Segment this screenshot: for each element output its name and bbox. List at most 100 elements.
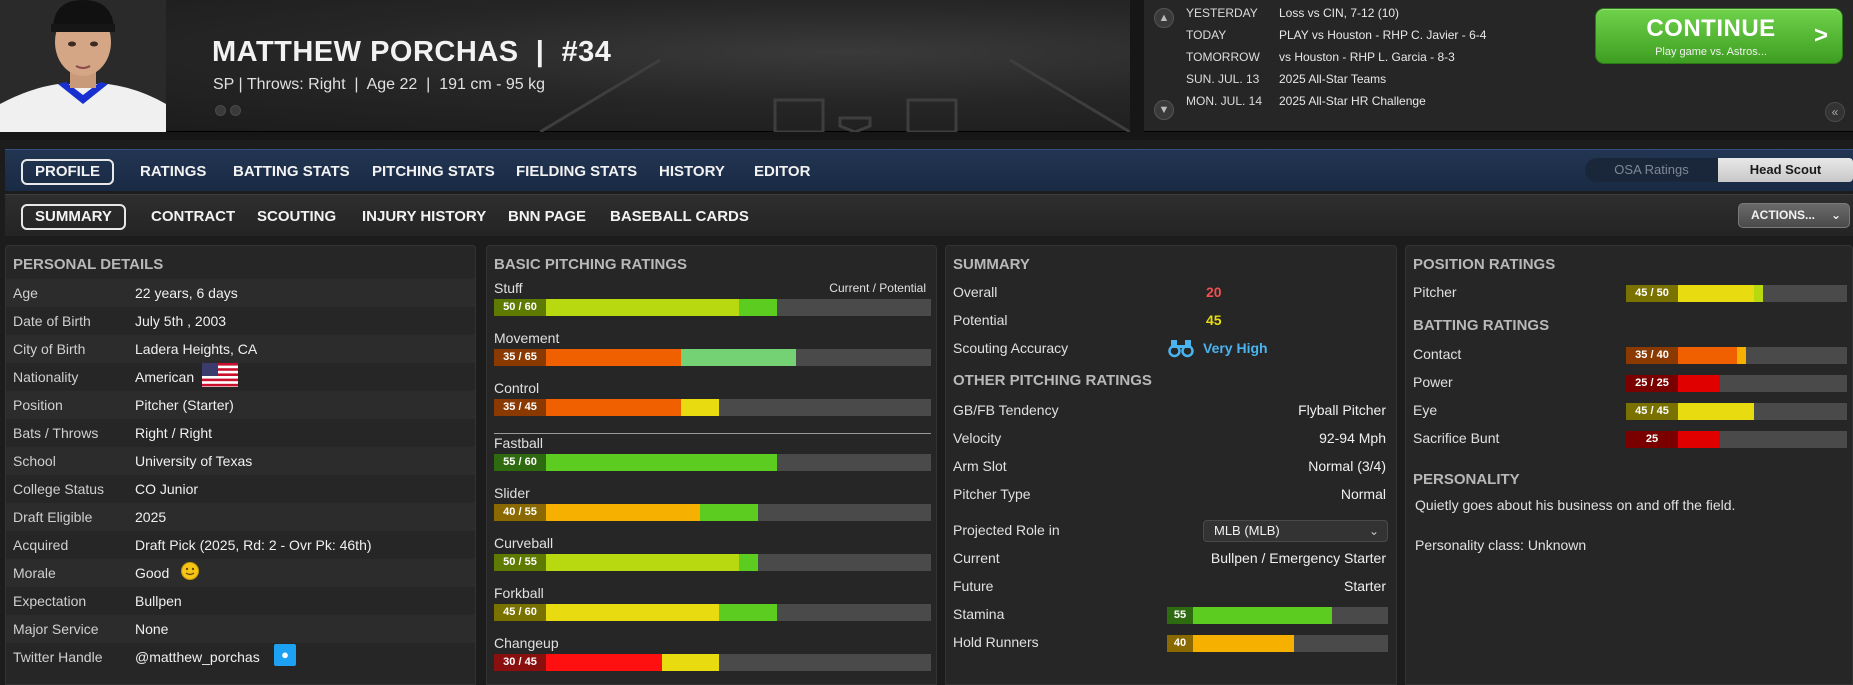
detail-value: Good xyxy=(135,565,170,581)
current-role-value: Bullpen / Emergency Starter xyxy=(1210,550,1386,566)
rating-label-movement: Movement xyxy=(494,330,560,346)
schedule-row[interactable]: SUN. JUL. 13 2025 All-Star Teams xyxy=(1186,72,1386,86)
detail-value: Right / Right xyxy=(135,425,213,441)
tab-fielding-stats[interactable]: FIELDING STATS xyxy=(516,163,638,180)
chevron-up-icon[interactable]: ▲ xyxy=(1154,8,1174,28)
rating-label-contact: Contact xyxy=(1413,346,1462,362)
projected-role-select[interactable]: MLB (MLB) ⌄ xyxy=(1203,520,1388,542)
chevron-down-icon: ⌄ xyxy=(1830,208,1841,222)
current-fill xyxy=(546,504,700,521)
rating-bar: 50 / 55 xyxy=(494,554,931,571)
schedule-row[interactable]: YESTERDAY Loss vs CIN, 7-12 (10) xyxy=(1186,6,1399,20)
rating-badge: 25 xyxy=(1626,431,1678,448)
subtab-baseball-cards[interactable]: BASEBALL CARDS xyxy=(610,208,749,225)
schedule-day: MON. JUL. 14 xyxy=(1186,94,1263,108)
twitter-icon[interactable]: ● xyxy=(274,644,296,666)
detail-value: CO Junior xyxy=(135,481,199,497)
page-dots[interactable] xyxy=(215,105,241,116)
schedule-event: 2025 All-Star HR Challenge xyxy=(1279,94,1426,108)
tab-history[interactable]: HISTORY xyxy=(659,163,725,180)
rating-badge: 30 / 45 xyxy=(494,654,546,671)
subtab-scouting[interactable]: SCOUTING xyxy=(257,208,337,225)
rating-bar: 45 / 50 xyxy=(1626,285,1847,302)
detail-value: 22 years, 6 days xyxy=(135,285,238,301)
hold-runners-fill xyxy=(1193,635,1295,652)
rating-bar: 50 / 60 xyxy=(494,299,931,316)
hold-runners-label: Hold Runners xyxy=(953,634,1039,650)
current-fill xyxy=(1678,403,1755,420)
subtab-bnn-page[interactable]: BNN PAGE xyxy=(508,208,587,225)
detail-value[interactable]: @matthew_porchas xyxy=(135,649,260,665)
player-info: SP | Throws: Right | Age 22 | 191 cm - 9… xyxy=(213,76,546,93)
rating-label-stuff: Stuff xyxy=(494,280,523,296)
divider xyxy=(494,433,931,434)
position-ratings-panel: POSITION RATINGS Pitcher 45 / 50 BATTING … xyxy=(1405,245,1853,685)
dot[interactable] xyxy=(230,105,241,116)
chevron-down-icon[interactable]: ▼ xyxy=(1154,100,1174,120)
tab-profile[interactable]: PROFILE xyxy=(21,159,115,185)
stamina-bar: 55 xyxy=(1167,607,1388,624)
rating-bar: 45 / 60 xyxy=(494,604,931,621)
usa-flag-icon xyxy=(202,363,238,387)
binoculars-icon xyxy=(1168,340,1194,358)
continue-button[interactable]: CONTINUE Play game vs. Astros... > xyxy=(1595,8,1843,64)
other-rating-label: Velocity xyxy=(953,430,1002,446)
rating-badge: 40 / 55 xyxy=(494,504,546,521)
detail-label: College Status xyxy=(13,481,105,497)
schedule-day: YESTERDAY xyxy=(1186,6,1258,20)
rating-label-eye: Eye xyxy=(1413,402,1438,418)
current-fill xyxy=(1678,285,1755,302)
osa-ratings-toggle[interactable]: OSA Ratings xyxy=(1585,158,1718,182)
hold-runners-badge: 40 xyxy=(1167,635,1193,652)
dot[interactable] xyxy=(215,105,226,116)
stamina-badge: 55 xyxy=(1167,607,1193,624)
schedule-row[interactable]: TOMORROW vs Houston - RHP L. Garcia - 8-3 xyxy=(1186,50,1455,64)
rating-bar: 35 / 40 xyxy=(1626,347,1847,364)
hold-runners-bar: 40 xyxy=(1167,635,1388,652)
other-rating-value: Normal (3/4) xyxy=(1308,458,1386,474)
tab-batting-stats[interactable]: BATTING STATS xyxy=(233,163,350,180)
detail-label: Draft Eligible xyxy=(13,509,93,525)
detail-label: Twitter Handle xyxy=(13,649,103,665)
current-fill xyxy=(546,554,739,571)
schedule-day: TODAY xyxy=(1186,28,1227,42)
stamina-label: Stamina xyxy=(953,606,1005,622)
subtab-contract[interactable]: CONTRACT xyxy=(151,208,236,225)
subtab-summary[interactable]: SUMMARY xyxy=(21,204,126,230)
schedule-row[interactable]: TODAY PLAY vs Houston - RHP C. Javier - 6… xyxy=(1186,28,1486,42)
projected-role-label: Projected Role in xyxy=(953,522,1060,538)
detail-label: Acquired xyxy=(13,537,69,553)
scouting-accuracy-value: Very High xyxy=(1203,340,1268,356)
sub-tab-bar: SUMMARY CONTRACT SCOUTING INJURY HISTORY BNN… xyxy=(5,194,1853,236)
continue-sub-label: Play game vs. Astros... xyxy=(1655,46,1767,58)
rating-badge: 35 / 65 xyxy=(494,349,546,366)
section-title: BATTING RATINGS xyxy=(1413,317,1550,334)
stamina-fill xyxy=(1193,607,1333,624)
rating-badge: 45 / 45 xyxy=(1626,403,1678,420)
pitching-ratings-panel: BASIC PITCHING RATINGS Current / Potenti… xyxy=(486,245,937,685)
head-scout-toggle[interactable]: Head Scout xyxy=(1718,158,1853,182)
panel-title: PERSONAL DETAILS xyxy=(13,256,164,273)
detail-row: College Status CO Junior xyxy=(6,475,475,503)
current-fill xyxy=(546,399,681,416)
current-fill xyxy=(546,604,720,621)
panel-title: SUMMARY xyxy=(953,256,1030,273)
other-rating-value: Flyball Pitcher xyxy=(1298,402,1386,418)
chevron-down-icon: ⌄ xyxy=(1368,524,1379,538)
panel-title: POSITION RATINGS xyxy=(1413,256,1556,273)
schedule-event: vs Houston - RHP L. Garcia - 8-3 xyxy=(1279,50,1455,64)
schedule-event: 2025 All-Star Teams xyxy=(1279,72,1387,86)
tab-pitching-stats[interactable]: PITCHING STATS xyxy=(372,163,495,180)
tab-editor[interactable]: EDITOR xyxy=(754,163,811,180)
rating-label-pitcher: Pitcher xyxy=(1413,284,1457,300)
current-fill xyxy=(546,654,662,671)
rating-badge: 45 / 50 xyxy=(1626,285,1678,302)
rating-badge: 50 / 60 xyxy=(494,299,546,316)
collapse-icon[interactable]: « xyxy=(1825,102,1845,122)
actions-button[interactable]: ACTIONS... ⌄ xyxy=(1738,203,1850,228)
other-rating-label: Pitcher Type xyxy=(953,486,1031,502)
tab-ratings[interactable]: RATINGS xyxy=(140,163,207,180)
rating-label-fastball: Fastball xyxy=(494,435,544,451)
subtab-injury-history[interactable]: INJURY HISTORY xyxy=(362,208,487,225)
schedule-row[interactable]: MON. JUL. 14 2025 All-Star HR Challenge xyxy=(1186,94,1426,108)
